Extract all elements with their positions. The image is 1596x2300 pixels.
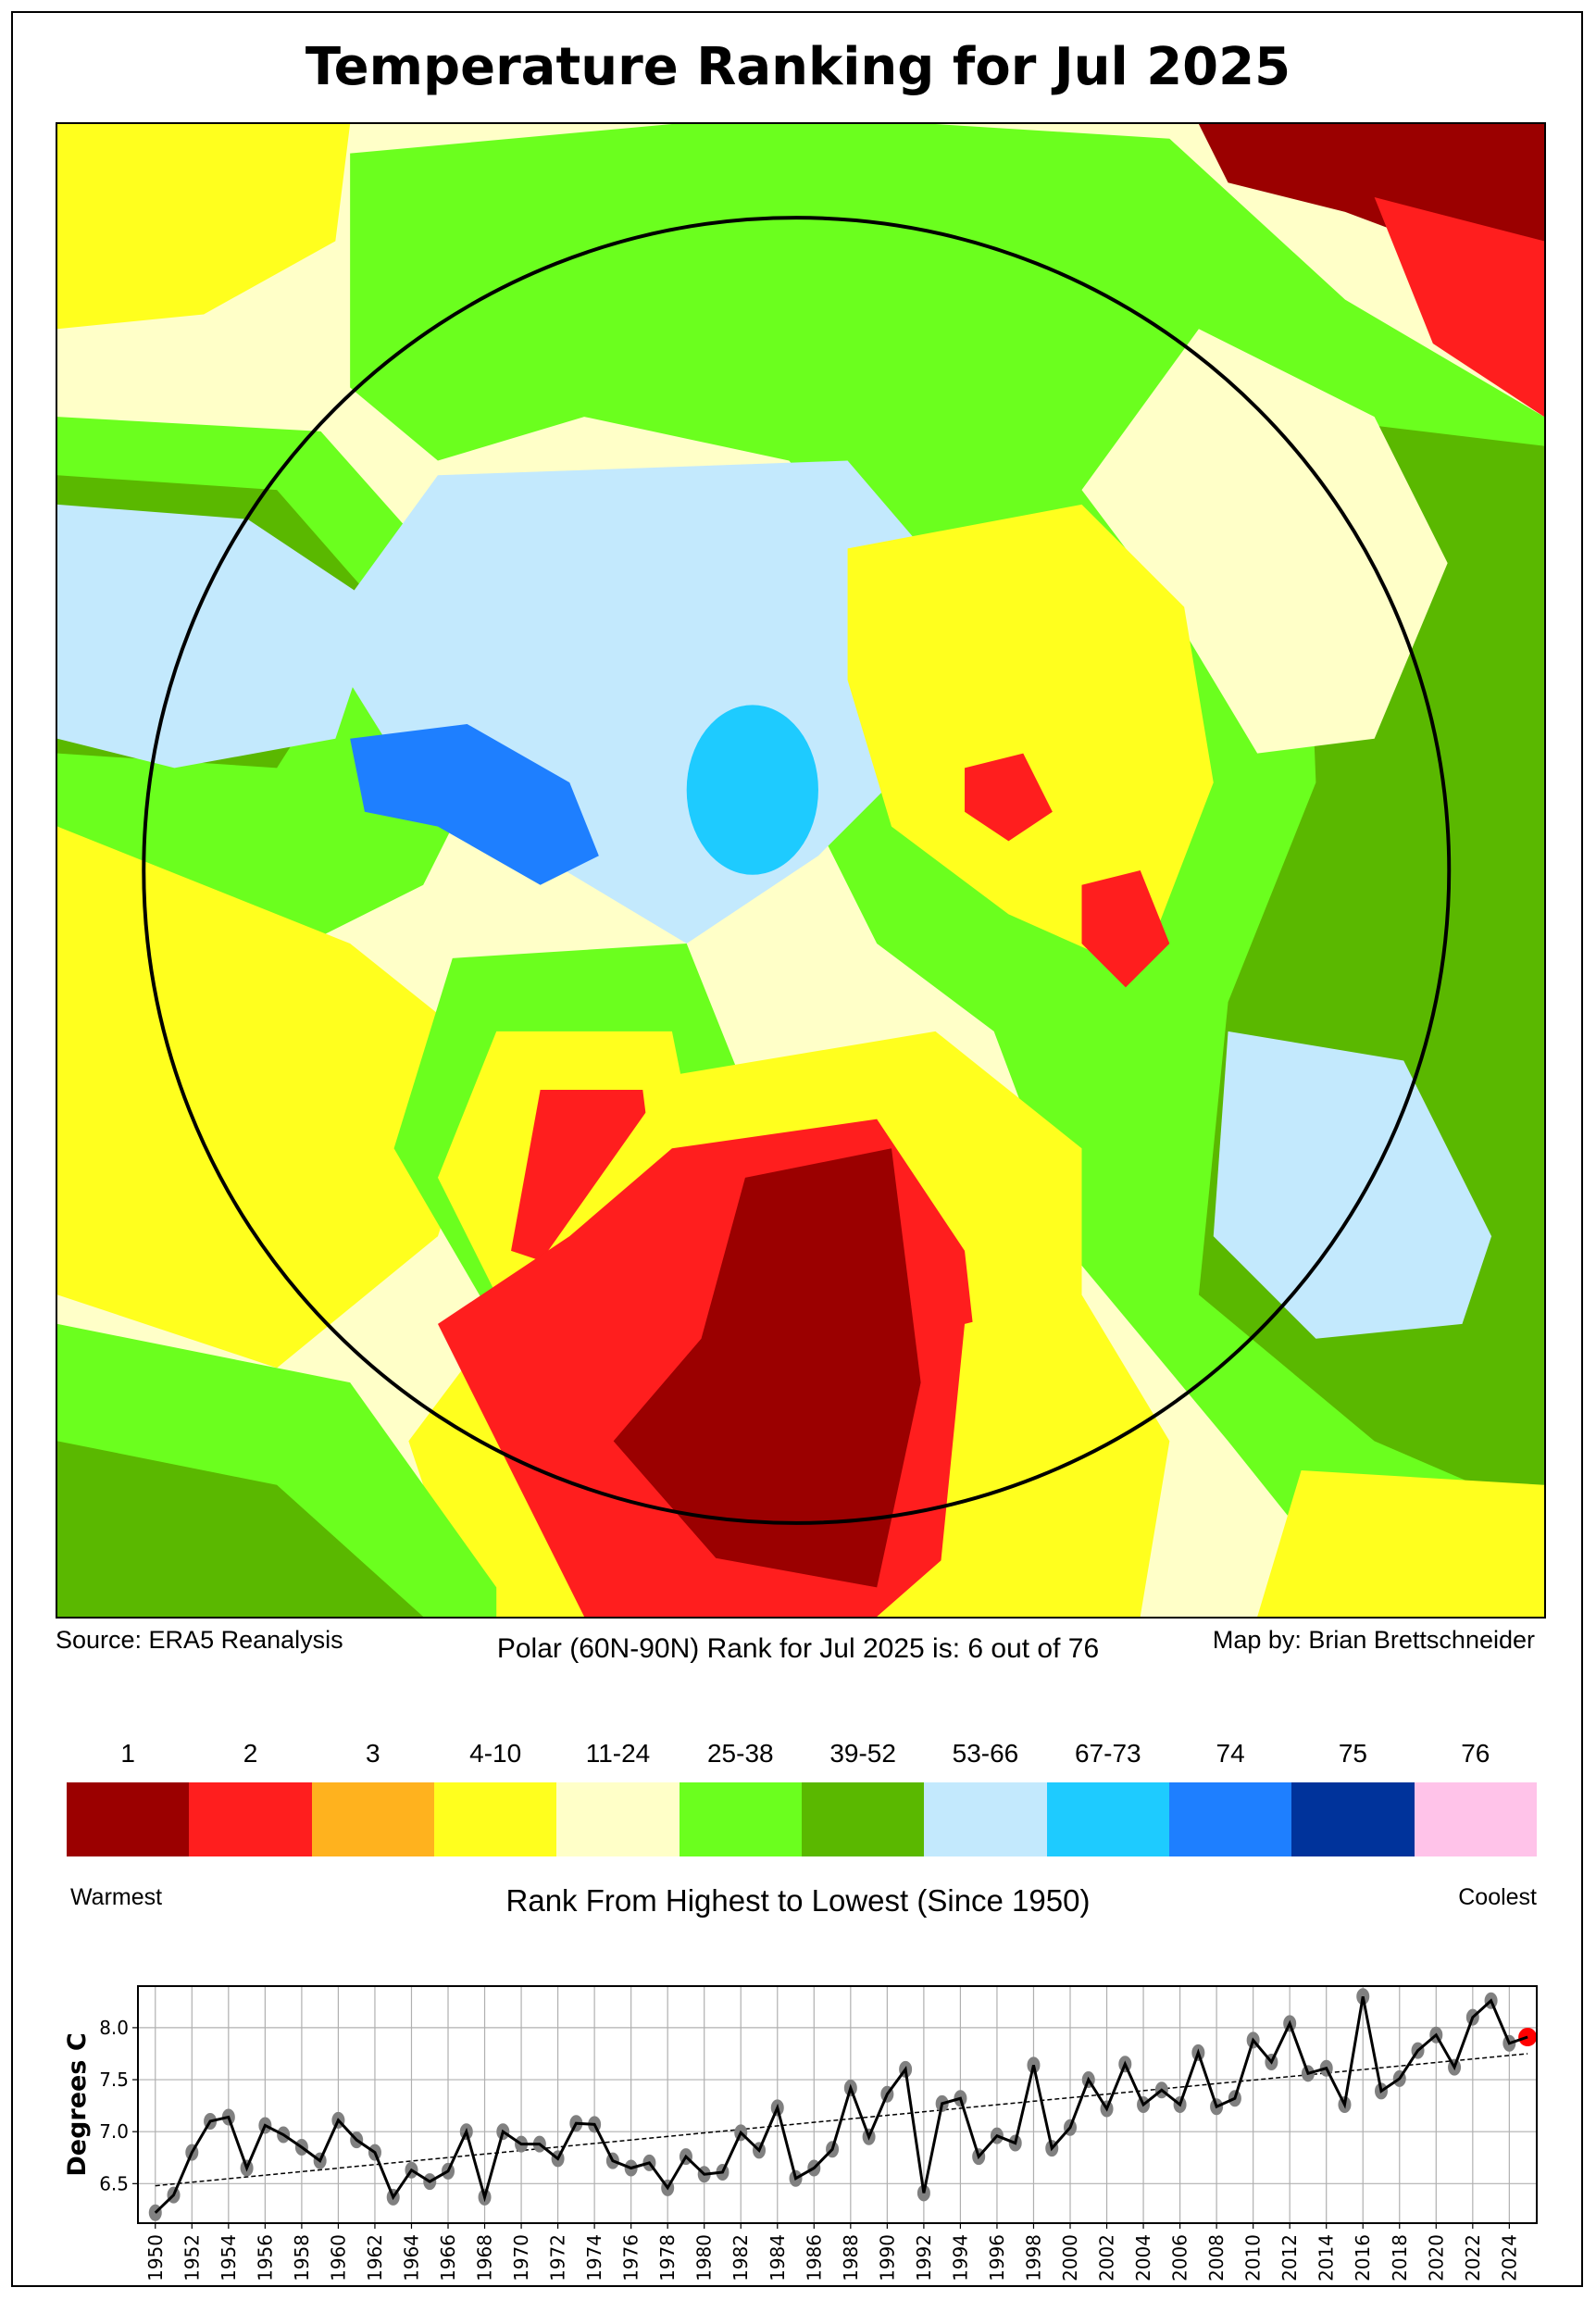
region-darkgreen-sw [57,1441,424,1617]
region-yellow-nw [57,124,351,330]
legend-label: 4-10 [469,1739,522,1768]
x-tick-label: 1994 [949,2234,971,2281]
x-tick-label: 1958 [291,2234,313,2281]
legend-swatch [311,1782,434,1856]
legend-swatch [679,1782,802,1856]
legend-label: 39-52 [829,1739,896,1768]
legend-caption: Rank From Highest to Lowest (Since 1950) [505,1883,1091,1918]
x-tick-label: 1982 [729,2234,752,2281]
source-text: Source: ERA5 Reanalysis [56,1626,343,1654]
y-tick-label: 6.5 [99,2172,129,2194]
x-tick-label: 1998 [1022,2234,1044,2281]
region-blue-archipelago [350,723,599,885]
series-line [154,1995,1528,2214]
credit-text: Map by: Brian Brettschneider [1212,1626,1535,1654]
legend-colorbar [67,1782,1537,1856]
arctic-circle-60n [142,216,1452,1525]
x-tick-label: 1968 [474,2234,496,2281]
region-cyan-pole [686,705,818,875]
x-tick-label: 1972 [547,2234,569,2281]
legend-swatch [556,1782,680,1856]
legend-label: 3 [366,1739,380,1768]
legend-label: 11-24 [585,1739,651,1768]
region-lightblue-canada [57,504,380,769]
legend-label: 75 [1338,1739,1368,1768]
region-yellow-sw [57,826,497,1369]
plot-area-border [137,1985,1538,2224]
legend-swatch [1414,1782,1537,1856]
legend-swatch [924,1782,1047,1856]
region-red-siberia [965,753,1170,988]
x-tick-label: 2000 [1059,2234,1081,2281]
legend-swatch [67,1782,190,1856]
legend-label: 74 [1216,1739,1245,1768]
legend-swatch [1291,1782,1415,1856]
x-tick-label: 1960 [327,2234,349,2281]
region-red-ne [1374,197,1544,418]
x-tick-label: 2010 [1242,2234,1265,2281]
rank-summary: Polar (60N-90N) Rank for Jul 2025 is: 6 … [496,1633,1100,1664]
page-title: Temperature Ranking for Jul 2025 [305,37,1291,97]
y-axis-label: Degrees C [63,2032,92,2176]
x-tick-label: 1996 [986,2234,1008,2281]
x-tick-label: 1974 [583,2234,605,2281]
y-tick-label: 7.5 [99,2069,129,2091]
legend-coolest: Coolest [1458,1884,1537,1910]
x-tick-label: 1992 [913,2234,935,2281]
x-tick-label: 1990 [876,2234,898,2281]
region-darkred-ne [1198,124,1544,315]
x-tick-label: 1950 [144,2234,167,2281]
x-tick-label: 1952 [181,2234,203,2281]
x-tick-label: 2016 [1352,2234,1374,2281]
x-tick-label: 2012 [1278,2234,1301,2281]
legend-swatch [189,1782,312,1856]
x-tick-label: 2022 [1462,2234,1484,2281]
x-tick-label: 1988 [840,2234,862,2281]
region-lightyellow-east [1081,329,1448,754]
legend-swatch [1046,1782,1169,1856]
x-tick-label: 1980 [693,2234,716,2281]
legend-label: 2 [243,1739,258,1768]
x-tick-label: 1970 [510,2234,532,2281]
region-yellow-se [1257,1469,1544,1617]
x-tick-label: 1986 [803,2234,825,2281]
x-tick-label: 2014 [1315,2234,1338,2281]
legend-label: 1 [120,1739,135,1768]
x-tick-label: 1964 [400,2234,422,2281]
x-tick-label: 2018 [1389,2234,1411,2281]
temperature-timeseries-chart: 1950 1952 1954 1956 1958 1960 1962 1964 1966 1968… [63,1985,1538,2281]
y-tick-label: 7.0 [99,2120,129,2143]
region-lightblue-siberia [1213,1031,1492,1339]
x-tick-label: 1962 [364,2234,386,2281]
region-yellow-scandinavia [935,1294,1170,1617]
x-tick-label: 1954 [218,2234,240,2281]
x-tick-label: 2002 [1096,2234,1118,2281]
polar-rank-map [56,122,1546,1619]
legend-labels: 1 2 3 4-10 11-24 25-38 39-52 53-66 67-73 74 75 76 [67,1739,1537,1769]
x-tick-label: 1978 [656,2234,679,2281]
x-tick-label: 1966 [437,2234,459,2281]
x-tick-label: 1984 [767,2234,789,2281]
legend-swatch [1168,1782,1292,1856]
legend-label: 25-38 [706,1739,774,1768]
x-tick-label: 2004 [1132,2234,1154,2281]
legend-label: 67-73 [1074,1739,1141,1768]
legend-swatch [801,1782,925,1856]
figure-frame [11,11,1583,2287]
legend-swatch [433,1782,557,1856]
x-tick-label: 1976 [620,2234,642,2281]
region-darkred-atlantic [613,1148,921,1588]
region-yellow-siberia [847,504,1214,973]
legend-warmest: Warmest [70,1884,163,1910]
x-tick-label: 1956 [254,2234,276,2281]
x-tick-label: 2020 [1425,2234,1447,2281]
legend-label: 76 [1461,1739,1490,1768]
x-tick-label: 2008 [1205,2234,1228,2281]
legend-label: 53-66 [952,1739,1019,1768]
y-tick-label: 8.0 [99,2017,129,2039]
x-tick-label: 2024 [1498,2234,1520,2281]
x-tick-label: 2006 [1169,2234,1191,2281]
